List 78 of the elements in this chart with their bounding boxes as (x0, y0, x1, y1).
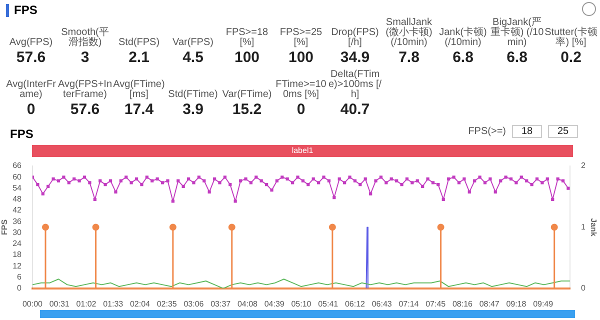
text: FPS(>=) (468, 126, 506, 137)
text: Avg(FTime) [ms] (112, 78, 166, 100)
y-tick-label: 12 (12, 261, 22, 270)
text: 25 (548, 125, 578, 138)
x-tick-label: 08:16 (452, 299, 474, 308)
text: Std(FTime) (167, 88, 219, 100)
x-tick-label: 00:00 (22, 299, 44, 308)
y-tick-label: 36 (12, 216, 22, 226)
y-tick-label: 48 (12, 194, 22, 204)
y-tick-label: 6 (17, 272, 22, 282)
text: 100 (287, 49, 315, 67)
text: 15.2 (231, 101, 263, 119)
text: Delta(FTime)>100ms [/h] (328, 69, 382, 100)
text: 0.2 (560, 49, 582, 67)
text: BigJank(严重卡顿) (/10min) (490, 17, 544, 48)
text: 40.7 (339, 101, 371, 119)
y-tick-label: 54 (12, 183, 22, 192)
text: 6.8 (506, 49, 528, 67)
chart-title: FPS (10, 127, 34, 141)
x-tick-label: 05:10 (291, 299, 312, 308)
x-tick-label: 02:35 (156, 299, 178, 308)
y2-axis-title: Jank (588, 218, 598, 237)
text: FPS>=25 [%] (278, 26, 324, 48)
text: 18 (512, 125, 542, 138)
text: 57.6 (69, 101, 101, 119)
x-tick-label: 07:45 (426, 299, 446, 308)
y-tick-label: 18 (12, 250, 22, 260)
y-tick-label: 66 (12, 161, 22, 170)
text: 34.9 (339, 49, 371, 67)
text: SmallJank(微小卡顿) (/10min) (384, 17, 434, 48)
y-tick-label: 42 (12, 206, 22, 215)
text: Drop(FPS) [/h] (330, 26, 380, 48)
text: Std(FPS) (117, 36, 161, 48)
x-tick-label: 00:31 (49, 299, 70, 308)
y-tick-label: 24 (12, 239, 22, 248)
text: label1 (32, 145, 573, 157)
text: Avg(FPS) (8, 36, 54, 48)
text: FPS (6, 3, 38, 17)
x-tick-label: 04:39 (264, 299, 285, 308)
x-tick-label: 06:12 (344, 299, 366, 308)
x-tick-label: 06:43 (372, 299, 392, 308)
y-tick-label: 30 (12, 228, 22, 237)
x-tick-label: 05:41 (318, 299, 339, 308)
y-axis-title: FPS (0, 218, 10, 235)
y2-tick-label: 0 (580, 284, 586, 293)
text: 17.4 (123, 101, 155, 119)
text: FPS>=18 [%] (224, 26, 270, 48)
text: Var(FTime) (221, 88, 273, 100)
x-tick-label: 02:04 (130, 299, 151, 308)
y2-tick-label: 1 (580, 222, 586, 232)
x-tick-label: 04:08 (237, 299, 258, 308)
text: 0 (296, 101, 306, 119)
x-tick-label: 07:14 (398, 299, 420, 308)
x-tick-label: 01:02 (76, 299, 97, 308)
text: 100 (233, 49, 261, 67)
x-tick-label: 09:49 (533, 299, 554, 308)
text: Avg(FPS+InterFrame) (58, 78, 112, 100)
x-tick-label: 03:37 (210, 299, 232, 308)
text: Stutter(卡顿率) [%] (544, 26, 598, 48)
text: 3.9 (182, 101, 204, 119)
y-tick-label: 0 (17, 284, 22, 293)
x-tick-label: 03:06 (184, 299, 204, 308)
text: Smooth(平滑指数) (60, 26, 110, 48)
text: 57.6 (15, 49, 47, 67)
text: 3 (80, 49, 90, 67)
text: Jank(卡顿) (/10min) (438, 26, 488, 48)
text: FTime>=100ms [%] (274, 78, 328, 100)
text: 2.1 (128, 49, 150, 67)
text: 6.8 (452, 49, 474, 67)
text: 4.5 (182, 49, 204, 67)
x-tick-label: 09:18 (506, 299, 527, 308)
x-tick-label: 01:33 (103, 299, 124, 308)
text: Avg(InterFrame) (5, 78, 57, 100)
y2-tick-label: 2 (580, 161, 586, 170)
text: 7.8 (398, 49, 420, 67)
x-tick-label: 08:47 (479, 299, 500, 308)
y-tick-label: 60 (12, 172, 22, 182)
text: Var(FPS) (172, 36, 214, 48)
